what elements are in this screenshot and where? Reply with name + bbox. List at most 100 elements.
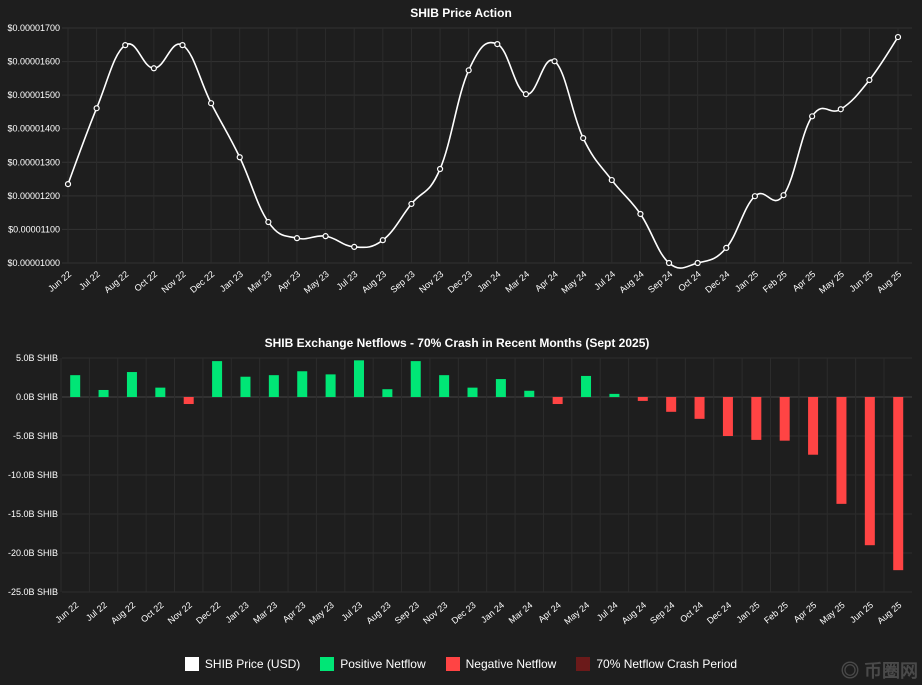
x-tick-label: Mar 24	[507, 600, 535, 626]
x-tick-label: Jul 24	[592, 269, 617, 292]
x-tick-label: Apr 25	[792, 600, 819, 625]
x-tick-label: Jul 23	[339, 600, 364, 623]
y-tick-label: 5.0B SHIB	[16, 353, 58, 363]
x-tick-label: Nov 22	[166, 600, 194, 626]
x-tick-label: Oct 24	[676, 269, 703, 294]
price-point	[522, 91, 530, 98]
price-point	[723, 244, 730, 251]
legend-label: Negative Netflow	[465, 657, 557, 671]
x-tick-label: Mar 23	[246, 269, 274, 295]
price-point	[150, 65, 157, 72]
y-tick-label: -5.0B SHIB	[13, 431, 58, 441]
legend-swatch	[184, 657, 199, 671]
legend-swatch	[320, 657, 335, 671]
legend-swatch	[576, 657, 591, 671]
legend-item-price[interactable]: SHIB Price (USD)	[184, 657, 300, 671]
price-point	[637, 210, 644, 218]
price-point	[465, 67, 472, 74]
x-tick-label: Nov 22	[159, 269, 187, 295]
price-line	[67, 36, 899, 269]
x-tick-label: Mar 24	[503, 269, 531, 295]
x-tick-label: May 24	[562, 600, 591, 627]
price-point	[866, 76, 873, 84]
positive-netflow-bar	[70, 375, 81, 397]
y-tick-label: -15.0B SHIB	[8, 509, 58, 519]
price-point	[322, 233, 329, 240]
price-point	[379, 237, 386, 244]
negative-netflow-bar	[694, 397, 705, 419]
price-point	[894, 33, 902, 41]
x-tick-label: May 25	[817, 269, 846, 296]
x-tick-label: Apr 23	[281, 600, 308, 625]
price-point	[551, 58, 558, 65]
legend-item-negative[interactable]: Negative Netflow	[445, 657, 557, 671]
legend-item-positive[interactable]: Positive Netflow	[320, 657, 426, 671]
price-point	[408, 200, 415, 208]
y-tick-label: -25.0B SHIB	[8, 587, 58, 597]
positive-netflow-bar	[155, 387, 166, 397]
price-point	[122, 42, 129, 49]
x-tick-label: Jan 23	[224, 600, 251, 625]
x-tick-label: Aug 24	[617, 269, 645, 295]
price-point	[694, 259, 701, 267]
positive-netflow-bar	[240, 376, 251, 397]
x-tick-label: Aug 24	[620, 600, 648, 626]
x-tick-label: Jul 23	[335, 269, 360, 292]
netflow-chart-title: SHIB Exchange Netflows - 70% Crash in Re…	[265, 336, 650, 350]
x-tick-label: Jan 25	[734, 600, 761, 625]
x-tick-label: Jun 25	[848, 269, 875, 294]
x-tick-label: Feb 25	[762, 600, 790, 626]
x-tick-label: May 23	[307, 600, 336, 627]
x-tick-label: Jan 24	[479, 600, 506, 625]
x-tick-label: Aug 22	[102, 269, 130, 295]
positive-netflow-bar	[268, 375, 279, 397]
x-tick-label: Aug 25	[875, 269, 903, 295]
positive-netflow-bar	[325, 374, 336, 397]
x-tick-label: Jul 24	[595, 600, 620, 623]
price-point	[580, 135, 587, 142]
negative-netflow-bar	[751, 397, 762, 440]
x-tick-label: Jan 24	[475, 269, 502, 294]
legend-item-crash[interactable]: 70% Netflow Crash Period	[576, 657, 737, 671]
price-point	[665, 259, 673, 267]
positive-netflow-bar	[212, 361, 223, 397]
x-tick-label: Sep 24	[648, 600, 676, 626]
positive-netflow-bar	[410, 361, 421, 397]
y-tick-label: $0.00001600	[7, 57, 60, 67]
negative-netflow-bar	[864, 397, 875, 546]
price-point	[236, 154, 243, 161]
positive-netflow-bar	[297, 371, 308, 397]
x-tick-label: May 25	[818, 600, 847, 627]
x-tick-label: Dec 24	[703, 269, 731, 295]
x-tick-label: Dec 22	[188, 269, 216, 295]
negative-netflow-bar	[722, 397, 733, 436]
negative-netflow-bar	[637, 397, 648, 401]
x-tick-label: Apr 24	[533, 269, 560, 294]
x-tick-label: Dec 23	[446, 269, 474, 295]
x-tick-label: Nov 23	[421, 600, 449, 626]
positive-netflow-bar	[353, 360, 364, 397]
price-point	[351, 243, 358, 250]
negative-netflow-bar	[808, 397, 819, 455]
price-point	[293, 235, 301, 242]
y-tick-label: -20.0B SHIB	[8, 548, 58, 558]
x-tick-label: Dec 22	[194, 600, 222, 626]
price-point	[608, 176, 615, 184]
x-tick-label: Apr 24	[536, 600, 563, 625]
x-tick-label: Sep 24	[646, 269, 674, 295]
legend: SHIB Price (USD) Positive Netflow Negati…	[0, 657, 922, 671]
price-point	[93, 105, 100, 112]
x-tick-label: Jun 22	[46, 269, 73, 294]
x-tick-label: Sep 23	[388, 269, 416, 295]
x-tick-label: Dec 23	[450, 600, 478, 626]
x-tick-label: Oct 22	[132, 269, 159, 294]
x-tick-label: Nov 23	[417, 269, 445, 295]
y-tick-label: $0.00001000	[7, 258, 60, 268]
negative-netflow-bar	[552, 397, 563, 405]
positive-netflow-bar	[439, 375, 450, 397]
y-tick-label: $0.00001700	[7, 23, 60, 33]
x-tick-label: Feb 25	[761, 269, 789, 295]
negative-netflow-bar	[183, 397, 194, 405]
negative-netflow-bar	[893, 397, 904, 571]
